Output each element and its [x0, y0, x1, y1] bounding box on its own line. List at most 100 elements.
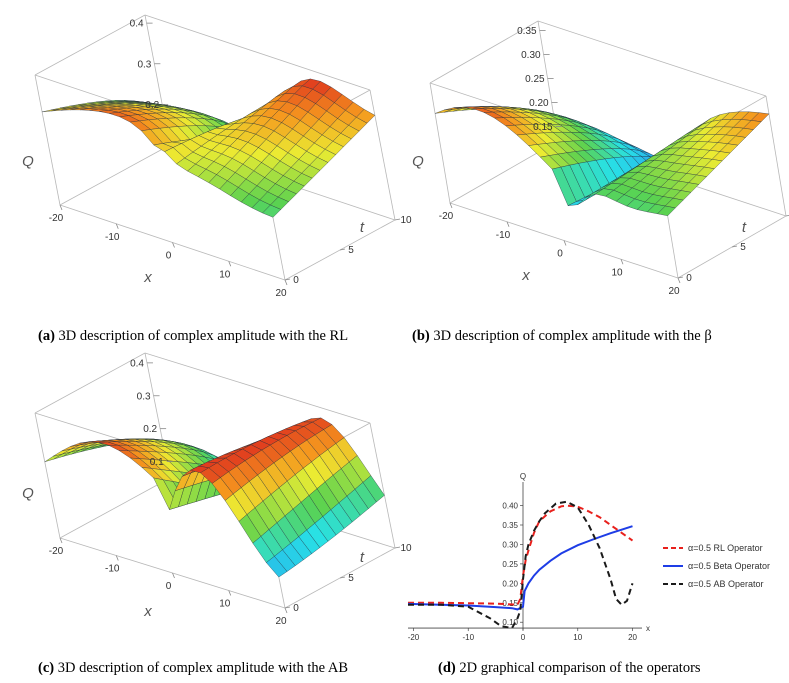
caption-d: (d) 2D graphical comparison of the opera… — [438, 660, 701, 677]
x-tick-mark — [284, 607, 288, 614]
y-tick-label: 0.20 — [502, 579, 518, 588]
x-tick-label: 0 — [166, 251, 172, 262]
x-tick-label: -10 — [105, 232, 120, 243]
x-tick-mark — [115, 223, 119, 229]
z-tick-label: 0.1 — [150, 457, 164, 468]
t-tick-label: 5 — [348, 245, 354, 256]
x-axis-label: x — [143, 603, 152, 620]
z-tick-label: 0.3 — [137, 391, 151, 402]
box-edge — [144, 352, 371, 424]
x-tick-mark — [59, 204, 63, 211]
box-edge — [429, 20, 539, 84]
box-edge — [34, 14, 146, 76]
box-edge — [59, 144, 171, 206]
x-axis-label: x — [143, 269, 152, 286]
z-tick-label: 0.2 — [145, 100, 159, 111]
surface — [42, 78, 376, 218]
t-tick-mark — [731, 245, 738, 248]
x-tick-mark — [59, 537, 63, 544]
x-tick-label: 10 — [219, 599, 231, 610]
t-tick-mark — [284, 606, 291, 609]
x-tick-mark — [620, 259, 624, 265]
y-tick-label: 0.35 — [502, 521, 518, 530]
x-tick-label: 0 — [521, 633, 526, 642]
surface-patch — [262, 204, 282, 218]
box-edge — [369, 89, 396, 221]
t-tick-mark — [339, 248, 346, 251]
x-tick-mark — [115, 555, 119, 561]
series-line-1 — [407, 525, 633, 611]
y-tick-label: 0.25 — [502, 560, 518, 569]
y-tick-label: 0.10 — [502, 618, 518, 627]
t-tick-label: 0 — [293, 603, 299, 614]
x-tick-mark — [172, 242, 175, 248]
x-tick-label: -10 — [462, 633, 474, 642]
z-axis-label: Q — [22, 153, 34, 170]
surface-patch — [265, 555, 288, 578]
caption-a-text: 3D description of complex amplitude with… — [54, 328, 349, 344]
y-axis-label: Q — [520, 472, 526, 481]
t-tick-mark — [677, 276, 684, 279]
t-tick-label: 5 — [740, 242, 746, 253]
t-tick-label: 0 — [293, 275, 299, 286]
caption-c: (c) 3D description of complex amplitude … — [38, 660, 348, 677]
x-tick-label: 10 — [219, 269, 231, 280]
legend-label-0: α=0.5 RL Operator — [688, 543, 763, 553]
z-tick-label: 0.4 — [130, 19, 144, 30]
z-tick-label: 0.3 — [137, 59, 151, 70]
legend-label-1: α=0.5 Beta Operator — [688, 561, 770, 571]
caption-a-label: (a) — [38, 328, 55, 344]
surface — [435, 106, 770, 217]
legend: α=0.5 RL Operator α=0.5 Beta Operator α=0.… — [663, 543, 770, 589]
comparison-chart: Qx 0.40 0.35 0.30 0.25 0.20 0.15 0.10 -20 -10 0 10 2… — [407, 472, 770, 642]
t-tick-mark — [394, 218, 401, 221]
box-edge — [34, 74, 61, 206]
t-tick-mark — [284, 278, 291, 281]
x-tick-label: 20 — [275, 288, 287, 299]
box-edge — [537, 20, 767, 97]
t-tick-mark — [394, 546, 401, 549]
t-tick-label: 10 — [400, 215, 412, 226]
box-edge — [34, 352, 146, 414]
box-edge — [34, 412, 61, 539]
surface-plot-beta: 0.35 0.30 0.25 0.20 0.15 -20 -10 0 10 20 0 5 10 Qx t — [398, 0, 789, 320]
box-edge — [369, 422, 396, 549]
box-edge — [144, 14, 371, 91]
x-tick-mark — [228, 261, 232, 267]
caption-b-label: (b) — [412, 328, 430, 344]
y-tick-label: 0.30 — [502, 540, 518, 549]
legend-label-2: α=0.5 AB Operator — [688, 579, 764, 589]
t-tick-mark — [339, 576, 346, 579]
x-tick-label: 10 — [611, 267, 623, 278]
x-tick-label: 0 — [166, 581, 172, 592]
z-tick-label: 0.4 — [130, 358, 144, 369]
x-axis-label: x — [521, 267, 530, 284]
x-tick-label: -10 — [496, 230, 511, 241]
z-tick-label: 0.25 — [525, 74, 545, 85]
x-tick-mark — [506, 221, 510, 227]
z-axis-label: Q — [412, 153, 424, 170]
x-tick-label: -10 — [105, 564, 120, 575]
x-tick-mark — [228, 590, 232, 596]
x-tick-label: 20 — [628, 633, 637, 642]
t-tick-label: 0 — [686, 273, 692, 284]
x-tick-mark — [449, 202, 453, 209]
t-tick-label: 5 — [348, 573, 354, 584]
surface-chart-ab: 0.4 0.3 0.2 0.1 -20 -10 0 10 20 0 5 10 Qx t — [22, 352, 412, 627]
caption-d-label: (d) — [438, 660, 456, 676]
caption-a: (a) 3D description of complex amplitude … — [38, 328, 348, 345]
caption-c-text: 3D description of complex amplitude with… — [54, 660, 349, 676]
x-tick-label: 20 — [275, 616, 287, 627]
surface — [44, 417, 385, 578]
surface-patch — [657, 205, 676, 217]
y-tick-label: 0.15 — [502, 599, 518, 608]
x-tick-mark — [677, 277, 681, 284]
t-axis-label: t — [742, 219, 747, 236]
z-tick-label: 0.20 — [529, 98, 549, 109]
t-axis-label: t — [360, 219, 365, 236]
z-tick-label: 0.35 — [517, 26, 537, 37]
z-tick-label: 0.30 — [521, 50, 541, 61]
